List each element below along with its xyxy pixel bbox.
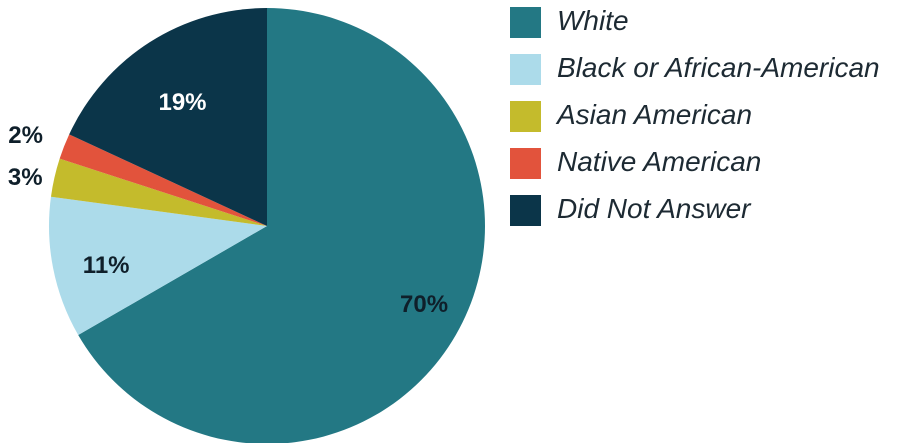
pie-slice-native-american bbox=[59, 134, 267, 226]
pie-slice-did-not-answer bbox=[69, 8, 267, 226]
pie-slice-asian-american bbox=[50, 158, 267, 226]
legend-label-black-or-african-american: Black or African-American bbox=[557, 52, 880, 83]
pie-slice-white bbox=[78, 8, 485, 443]
legend: White Black or African-American Asian Amer… bbox=[510, 5, 880, 226]
legend-swatch-native-american bbox=[510, 148, 541, 179]
legend-swatch-did-not-answer bbox=[510, 195, 541, 226]
slice-label-black-or-african-american: 11% bbox=[83, 252, 130, 279]
slice-label-native-american: 2% bbox=[8, 122, 43, 149]
slice-labels: 70% 11% 3% 2% 19% bbox=[8, 89, 448, 318]
slice-label-white: 70% bbox=[400, 291, 448, 318]
legend-label-native-american: Native American bbox=[557, 146, 761, 177]
legend-swatch-white bbox=[510, 7, 541, 38]
legend-label-did-not-answer: Did Not Answer bbox=[557, 193, 752, 224]
legend-label-asian-american: Asian American bbox=[555, 99, 752, 130]
legend-label-white: White bbox=[557, 5, 629, 36]
legend-swatch-asian-american bbox=[510, 101, 541, 132]
slice-label-did-not-answer: 19% bbox=[158, 89, 206, 116]
pie-slices bbox=[49, 8, 485, 443]
pie-slice-black-or-african-american bbox=[49, 196, 267, 335]
slice-label-asian-american: 3% bbox=[8, 164, 43, 191]
legend-swatch-black-or-african-american bbox=[510, 54, 541, 85]
